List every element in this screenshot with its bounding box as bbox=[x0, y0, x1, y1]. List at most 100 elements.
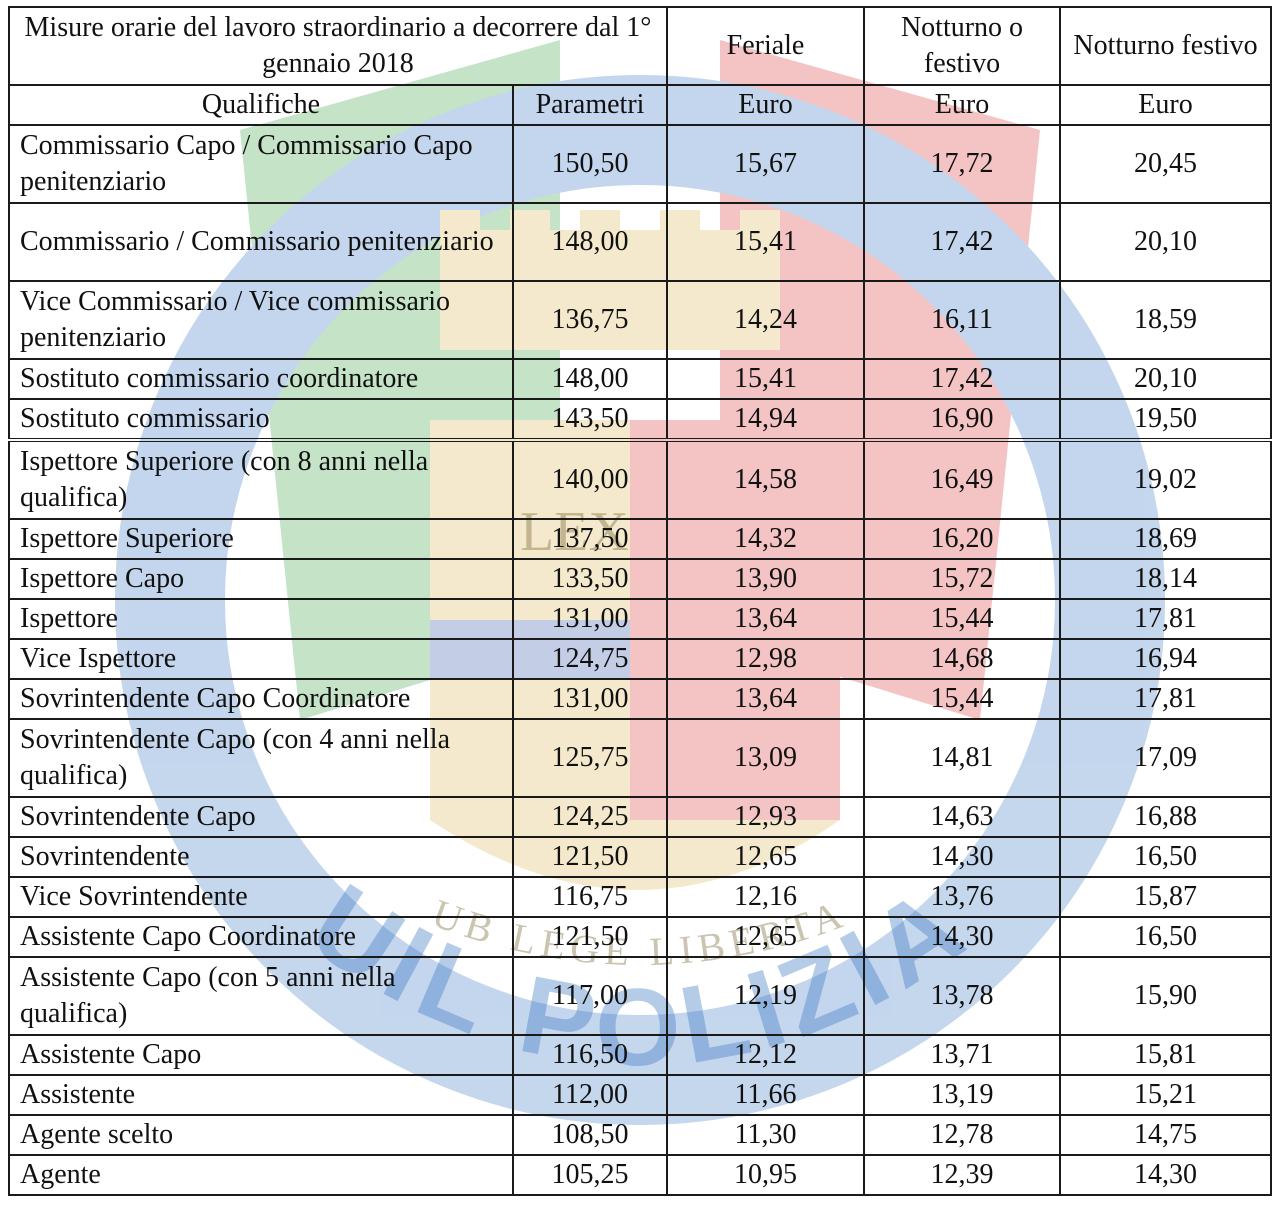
qualifica-cell: Agente scelto bbox=[8, 1114, 514, 1156]
notturno-festivo-cell: 16,50 bbox=[1059, 916, 1272, 958]
header-row-sub: Qualifiche Parametri Euro Euro Euro bbox=[8, 84, 1272, 126]
table-row: Commissario Capo / Commissario Capo peni… bbox=[8, 124, 1272, 204]
table-row: Sovrintendente Capo (con 4 anni nella qu… bbox=[8, 718, 1272, 798]
notturno-o-festivo-cell: 17,42 bbox=[863, 358, 1061, 400]
parametri-cell: 133,50 bbox=[512, 558, 668, 600]
notturno-festivo-cell: 15,81 bbox=[1059, 1034, 1272, 1076]
notturno-o-festivo-cell: 15,72 bbox=[863, 558, 1061, 600]
table-title: Misure orarie del lavoro straordinario a… bbox=[8, 6, 668, 86]
notturno-festivo-cell: 19,50 bbox=[1059, 398, 1272, 441]
table-row: Ispettore Superiore 137,50 14,32 16,20 18,69 bbox=[8, 518, 1272, 560]
parametri-cell: 140,00 bbox=[512, 438, 668, 520]
header-euro-notturno-festivo: Euro bbox=[1059, 84, 1272, 126]
feriale-cell: 14,24 bbox=[666, 280, 865, 360]
notturno-o-festivo-cell: 15,44 bbox=[863, 598, 1061, 640]
notturno-festivo-cell: 16,94 bbox=[1059, 638, 1272, 680]
table-row: Vice Sovrintendente 116,75 12,16 13,76 15,87 bbox=[8, 876, 1272, 918]
qualifica-cell: Vice Commissario / Vice commissario peni… bbox=[8, 280, 514, 360]
notturno-festivo-cell: 18,14 bbox=[1059, 558, 1272, 600]
parametri-cell: 112,00 bbox=[512, 1074, 668, 1116]
notturno-festivo-cell: 20,45 bbox=[1059, 124, 1272, 204]
feriale-cell: 12,19 bbox=[666, 956, 865, 1036]
feriale-cell: 15,41 bbox=[666, 202, 865, 282]
parametri-cell: 105,25 bbox=[512, 1154, 668, 1196]
feriale-cell: 13,09 bbox=[666, 718, 865, 798]
notturno-festivo-cell: 15,90 bbox=[1059, 956, 1272, 1036]
qualifica-cell: Vice Sovrintendente bbox=[8, 876, 514, 918]
notturno-festivo-cell: 18,69 bbox=[1059, 518, 1272, 560]
notturno-o-festivo-cell: 14,30 bbox=[863, 916, 1061, 958]
notturno-festivo-cell: 16,88 bbox=[1059, 796, 1272, 838]
overtime-rates-table: Misure orarie del lavoro straordinario a… bbox=[8, 6, 1272, 1196]
header-notturno-festivo: Notturno festivo bbox=[1059, 6, 1272, 86]
notturno-o-festivo-cell: 15,44 bbox=[863, 678, 1061, 720]
qualifica-cell: Ispettore bbox=[8, 598, 514, 640]
notturno-o-festivo-cell: 16,49 bbox=[863, 438, 1061, 520]
feriale-cell: 13,64 bbox=[666, 678, 865, 720]
table-row: Sostituto commissario coordinatore 148,00… bbox=[8, 358, 1272, 400]
notturno-o-festivo-cell: 17,42 bbox=[863, 202, 1061, 282]
feriale-cell: 11,30 bbox=[666, 1114, 865, 1156]
parametri-cell: 143,50 bbox=[512, 398, 668, 441]
header-feriale: Feriale bbox=[666, 6, 865, 86]
notturno-o-festivo-cell: 13,71 bbox=[863, 1034, 1061, 1076]
parametri-cell: 136,75 bbox=[512, 280, 668, 360]
notturno-festivo-cell: 14,30 bbox=[1059, 1154, 1272, 1196]
feriale-cell: 12,93 bbox=[666, 796, 865, 838]
qualifica-cell: Sostituto commissario bbox=[8, 398, 514, 441]
notturno-o-festivo-cell: 12,78 bbox=[863, 1114, 1061, 1156]
notturno-o-festivo-cell: 13,19 bbox=[863, 1074, 1061, 1116]
notturno-festivo-cell: 17,09 bbox=[1059, 718, 1272, 798]
notturno-festivo-cell: 18,59 bbox=[1059, 280, 1272, 360]
header-row-main: Misure orarie del lavoro straordinario a… bbox=[8, 6, 1272, 86]
table-row: Sovrintendente Capo 124,25 12,93 14,63 16,88 bbox=[8, 796, 1272, 838]
notturno-festivo-cell: 17,81 bbox=[1059, 598, 1272, 640]
parametri-cell: 148,00 bbox=[512, 358, 668, 400]
parametri-cell: 124,25 bbox=[512, 796, 668, 838]
table-row: Assistente Capo (con 5 anni nella qualif… bbox=[8, 956, 1272, 1036]
qualifica-cell: Assistente Capo (con 5 anni nella qualif… bbox=[8, 956, 514, 1036]
header-parametri: Parametri bbox=[512, 84, 668, 126]
qualifica-cell: Sostituto commissario coordinatore bbox=[8, 358, 514, 400]
feriale-cell: 14,94 bbox=[666, 398, 865, 441]
feriale-cell: 15,41 bbox=[666, 358, 865, 400]
qualifica-cell: Sovrintendente Capo Coordinatore bbox=[8, 678, 514, 720]
parametri-cell: 117,00 bbox=[512, 956, 668, 1036]
parametri-cell: 121,50 bbox=[512, 916, 668, 958]
parametri-cell: 121,50 bbox=[512, 836, 668, 878]
notturno-o-festivo-cell: 14,68 bbox=[863, 638, 1061, 680]
table-row: Commissario / Commissario penitenziario 1… bbox=[8, 202, 1272, 282]
feriale-cell: 13,90 bbox=[666, 558, 865, 600]
feriale-cell: 15,67 bbox=[666, 124, 865, 204]
notturno-festivo-cell: 19,02 bbox=[1059, 438, 1272, 520]
notturno-o-festivo-cell: 16,20 bbox=[863, 518, 1061, 560]
feriale-cell: 12,98 bbox=[666, 638, 865, 680]
table-row: Sovrintendente Capo Coordinatore 131,00 13… bbox=[8, 678, 1272, 720]
overtime-rates-table-container: Misure orarie del lavoro straordinario a… bbox=[8, 6, 1272, 1196]
table-row: Agente 105,25 10,95 12,39 14,30 bbox=[8, 1154, 1272, 1196]
parametri-cell: 108,50 bbox=[512, 1114, 668, 1156]
qualifica-cell: Assistente Capo bbox=[8, 1034, 514, 1076]
table-row: Sovrintendente 121,50 12,65 14,30 16,50 bbox=[8, 836, 1272, 878]
notturno-festivo-cell: 14,75 bbox=[1059, 1114, 1272, 1156]
qualifica-cell: Agente bbox=[8, 1154, 514, 1196]
parametri-cell: 148,00 bbox=[512, 202, 668, 282]
table-row: Sostituto commissario 143,50 14,94 16,90 19,… bbox=[8, 398, 1272, 441]
qualifica-cell: Ispettore Superiore (con 8 anni nella qu… bbox=[8, 438, 514, 520]
parametri-cell: 137,50 bbox=[512, 518, 668, 560]
feriale-cell: 10,95 bbox=[666, 1154, 865, 1196]
notturno-festivo-cell: 20,10 bbox=[1059, 358, 1272, 400]
qualifica-cell: Commissario Capo / Commissario Capo peni… bbox=[8, 124, 514, 204]
header-euro-notturno-o-festivo: Euro bbox=[863, 84, 1061, 126]
notturno-festivo-cell: 15,87 bbox=[1059, 876, 1272, 918]
table-row: Assistente Capo 116,50 12,12 13,71 15,81 bbox=[8, 1034, 1272, 1076]
parametri-cell: 125,75 bbox=[512, 718, 668, 798]
notturno-o-festivo-cell: 14,63 bbox=[863, 796, 1061, 838]
notturno-festivo-cell: 20,10 bbox=[1059, 202, 1272, 282]
header-qualifiche: Qualifiche bbox=[8, 84, 514, 126]
notturno-o-festivo-cell: 13,76 bbox=[863, 876, 1061, 918]
qualifica-cell: Ispettore Capo bbox=[8, 558, 514, 600]
qualifica-cell: Vice Ispettore bbox=[8, 638, 514, 680]
table-row: Ispettore 131,00 13,64 15,44 17,81 bbox=[8, 598, 1272, 640]
notturno-o-festivo-cell: 16,11 bbox=[863, 280, 1061, 360]
